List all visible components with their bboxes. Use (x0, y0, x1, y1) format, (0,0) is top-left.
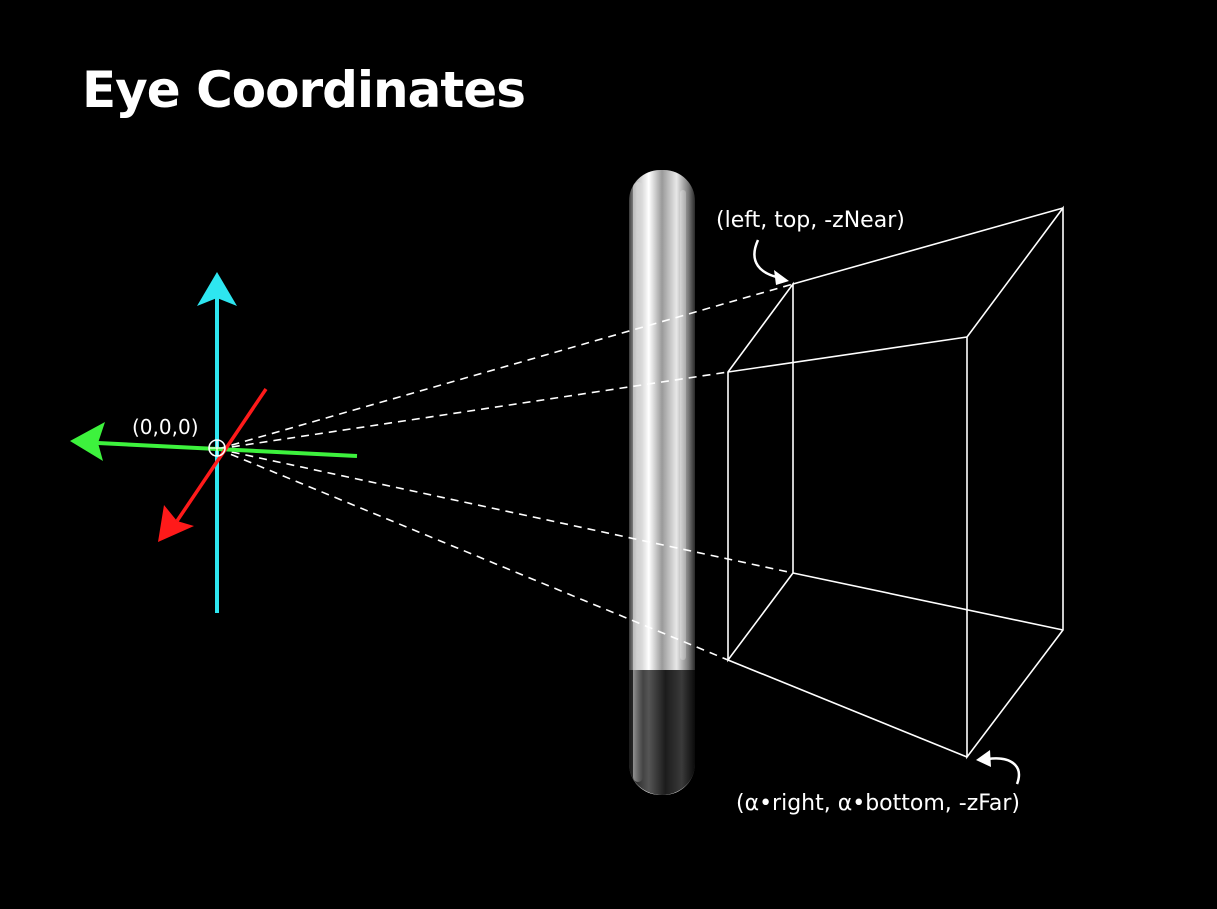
frustum (727, 205, 1064, 760)
frustum-edge-bottom-right (792, 572, 1064, 631)
projection-lines (217, 283, 794, 661)
circle-crosshair-icon (208, 439, 226, 457)
projection-line-bottom-left (217, 448, 729, 661)
frustum-edge-top-right (792, 207, 1064, 285)
z-axis (158, 388, 268, 542)
x-axis (70, 422, 358, 461)
origin-label: (0,0,0) (132, 415, 199, 439)
projection-line-top-left (217, 371, 729, 450)
x-axis-arrowhead (70, 422, 105, 461)
page-title: Eye Coordinates (82, 61, 526, 119)
device-body (629, 170, 695, 795)
z-axis-arrowhead (158, 505, 194, 542)
device-edge (629, 170, 695, 795)
near-plane (727, 281, 794, 663)
curved-arrow-icon (753, 239, 789, 285)
device-highlight (633, 182, 643, 782)
projection-line-top-right (217, 283, 794, 450)
far-plane (966, 205, 1064, 760)
near-corner-label: (left, top, -zNear) (716, 208, 905, 233)
curved-arrow-icon (976, 750, 1020, 785)
device-reflection (680, 190, 686, 660)
projection-line-bottom-right (217, 448, 794, 574)
y-axis-arrowhead (197, 272, 237, 306)
far-corner-label: (α•right, α•bottom, -zFar) (736, 791, 1020, 816)
frustum-edge-top-left (727, 336, 968, 373)
frustum-edge-bottom-left (727, 659, 968, 758)
device-base (629, 670, 695, 795)
